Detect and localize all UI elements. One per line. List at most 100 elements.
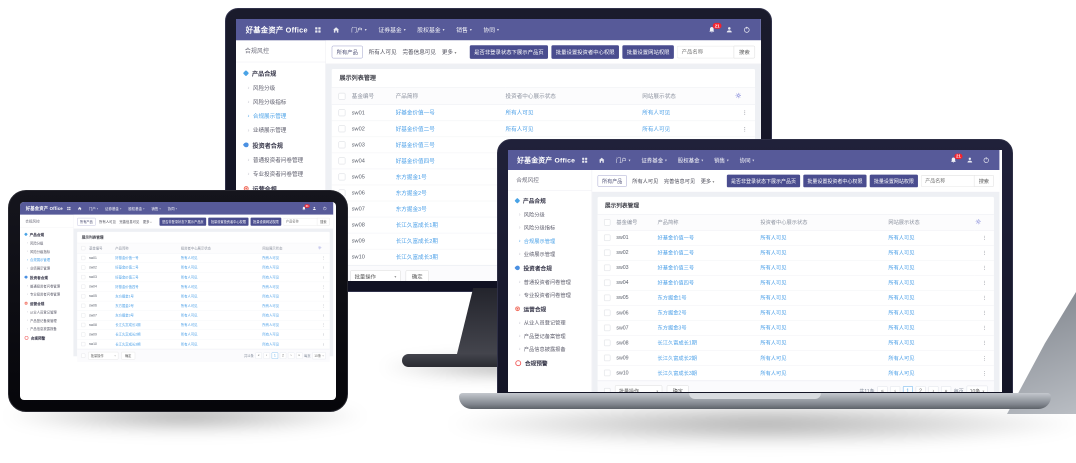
sidebar-group-product-compliance[interactable]: 产品合规 (508, 193, 592, 208)
product-name-link[interactable]: 好基金价值三号 (395, 142, 435, 149)
row-actions-kebab-icon[interactable]: ⋮ (317, 262, 330, 273)
sidebar-group-investor-compliance[interactable]: 投资者合规 (236, 137, 325, 153)
row-checkbox[interactable] (604, 339, 611, 347)
sidebar-item-professional-investor-questionnaire[interactable]: › 专业投资者问卷管理 (20, 290, 73, 298)
product-name-link[interactable]: 长江久富成长2期 (115, 333, 141, 337)
product-name-link[interactable]: 长江久富成长2期 (395, 238, 438, 245)
sidebar-item-performance-display-management[interactable]: › 业绩展示管理 (508, 247, 592, 260)
product-name-link[interactable]: 东方掘金3号 (657, 325, 687, 332)
power-icon[interactable] (983, 157, 989, 163)
show-product-page-login-state-button[interactable]: 是否非登录状态下展示产品页 (159, 217, 207, 226)
notifications-button[interactable]: 21 (950, 153, 963, 164)
row-actions-kebab-icon[interactable]: ⋮ (317, 291, 330, 302)
row-actions-kebab-icon[interactable]: ⋮ (974, 245, 994, 261)
sidebar-item-ordinary-investor-questionnaire[interactable]: › 普通投资者问卷管理 (236, 153, 325, 167)
page-2-button[interactable]: 2 (915, 386, 926, 392)
prev-page-button[interactable]: ‹ (890, 386, 901, 392)
sidebar-group-investor-compliance[interactable]: 投资者合规 (508, 261, 592, 276)
apps-grid-icon[interactable] (315, 26, 321, 33)
product-name-link[interactable]: 东方掘金1号 (657, 295, 687, 302)
first-page-button[interactable]: « (877, 386, 888, 392)
row-actions-kebab-icon[interactable]: ⋮ (734, 104, 756, 122)
row-actions-kebab-icon[interactable]: ⋮ (317, 253, 330, 263)
site-status-link[interactable]: 所有人可见 (888, 355, 915, 362)
footer-select-all-checkbox[interactable] (604, 387, 611, 392)
batch-action-select[interactable]: 批量操作 ▾ (350, 270, 401, 281)
row-actions-kebab-icon[interactable]: ⋮ (974, 320, 994, 336)
row-checkbox[interactable] (81, 255, 86, 260)
row-actions-kebab-icon[interactable]: ⋮ (974, 335, 994, 351)
site-status-link[interactable]: 所有人可见 (888, 370, 915, 377)
row-checkbox[interactable] (81, 303, 86, 308)
sidebar-group-operations-compliance[interactable]: 运营合规 (508, 302, 592, 317)
show-product-page-login-state-button[interactable]: 是否非登录状态下展示产品页 (726, 174, 801, 188)
site-status-link[interactable]: 所有人可见 (888, 340, 915, 347)
nav-item-portal[interactable]: 门户 ▾ (89, 206, 98, 211)
filter-visible-complete-info[interactable]: 完善信息可见 (119, 220, 140, 224)
row-actions-kebab-icon[interactable]: ⋮ (734, 120, 756, 138)
nav-item-securities-funds[interactable]: 证券基金 ▾ (105, 206, 121, 211)
sidebar-item-product-disclosure-filing[interactable]: ›产品信息披露报备 (508, 342, 592, 355)
site-status-link[interactable]: 所有人可见 (888, 325, 915, 332)
investor-center-status-link[interactable]: 所有人可见 (180, 285, 198, 289)
product-name-link[interactable]: 东方掘金1号 (395, 174, 427, 181)
nav-item-collaboration[interactable]: 协同 ▾ (740, 156, 755, 164)
row-checkbox[interactable] (81, 313, 86, 318)
row-checkbox[interactable] (604, 324, 611, 332)
next-page-button[interactable]: › (287, 352, 295, 359)
investor-center-status-link[interactable]: 所有人可见 (180, 323, 198, 327)
user-icon[interactable] (967, 157, 973, 163)
investor-center-status-link[interactable]: 所有人可见 (760, 355, 787, 362)
sidebar-group-product-compliance[interactable]: 产品合规 (20, 230, 73, 239)
sidebar-item-professional-investor-questionnaire[interactable]: › 专业投资者问卷管理 (508, 288, 592, 301)
row-checkbox[interactable] (604, 279, 611, 287)
nav-item-sales[interactable]: 销售 ▾ (714, 156, 729, 164)
product-name-link[interactable]: 好基金价值二号 (395, 126, 435, 133)
site-status-link[interactable]: 所有人可见 (888, 295, 915, 302)
search-button[interactable]: 搜索 (973, 175, 994, 187)
sidebar-item-practitioner-registration[interactable]: ›从业人员登记管理 (508, 316, 592, 329)
product-name-link[interactable]: 好基金价值四号 (657, 280, 695, 287)
batch-site-permission-button[interactable]: 批量设置网站权限 (622, 45, 674, 59)
sidebar-item-compliance-display-management[interactable]: › 合规展示管理 (508, 234, 592, 247)
site-status-link[interactable]: 所有人可见 (888, 280, 915, 287)
product-name-link[interactable]: 好基金价值二号 (657, 250, 695, 257)
site-status-link[interactable]: 所有人可见 (642, 126, 671, 133)
batch-investor-center-permission-button[interactable]: 批量设置投资者中心权限 (803, 174, 867, 188)
sidebar-item-product-disclosure-filing[interactable]: ›产品信息披露报备 (20, 325, 73, 333)
product-name-link[interactable]: 长江久富成长1期 (657, 340, 698, 347)
product-name-link[interactable]: 长江久富成长3期 (657, 370, 698, 377)
sidebar-group-product-compliance[interactable]: 产品合规 (236, 65, 325, 81)
sidebar-item-risk-grading[interactable]: › 风险分级 (508, 208, 592, 221)
product-name-link[interactable]: 东方掘金2号 (657, 310, 687, 317)
product-name-link[interactable]: 好基金价值一号 (395, 110, 435, 117)
sidebar-item-performance-display-management[interactable]: › 业绩展示管理 (20, 264, 73, 272)
sidebar-group-compliance-alerts[interactable]: 合规预警 (508, 356, 592, 371)
investor-center-status-link[interactable]: 所有人可见 (760, 280, 787, 287)
row-actions-kebab-icon[interactable]: ⋮ (974, 365, 994, 381)
nav-item-portal[interactable]: 门户 ▾ (616, 156, 631, 164)
row-actions-kebab-icon[interactable]: ⋮ (317, 310, 330, 321)
next-page-button[interactable]: › (928, 386, 939, 392)
site-status-link[interactable]: 所有人可见 (262, 266, 280, 270)
row-checkbox[interactable] (604, 309, 611, 317)
investor-center-status-link[interactable]: 所有人可见 (180, 313, 198, 318)
row-checkbox[interactable] (81, 342, 86, 347)
nav-item-equity-funds[interactable]: 股权基金 ▾ (128, 206, 144, 211)
sidebar-item-risk-grading-indicators[interactable]: › 风险分级指标 (508, 221, 592, 234)
sidebar-item-risk-grading[interactable]: › 风险分级 (20, 239, 73, 247)
row-actions-kebab-icon[interactable]: ⋮ (317, 329, 330, 340)
nav-item-sales[interactable]: 销售 ▾ (456, 26, 472, 34)
site-status-link[interactable]: 所有人可见 (642, 110, 671, 117)
confirm-button[interactable]: 确定 (121, 351, 136, 360)
row-checkbox[interactable] (338, 173, 346, 181)
site-status-link[interactable]: 所有人可见 (262, 294, 280, 299)
product-name-link[interactable]: 好基金价值三号 (657, 265, 695, 272)
product-name-input[interactable] (283, 217, 317, 226)
product-name-link[interactable]: 东方掘金1号 (115, 294, 134, 299)
product-name-link[interactable]: 东方掘金2号 (395, 190, 427, 197)
row-actions-kebab-icon[interactable]: ⋮ (317, 320, 330, 330)
more-dropdown[interactable]: 更多▾ (701, 177, 715, 184)
page-2-button[interactable]: 2 (279, 352, 287, 359)
row-actions-kebab-icon[interactable]: ⋮ (974, 305, 994, 321)
